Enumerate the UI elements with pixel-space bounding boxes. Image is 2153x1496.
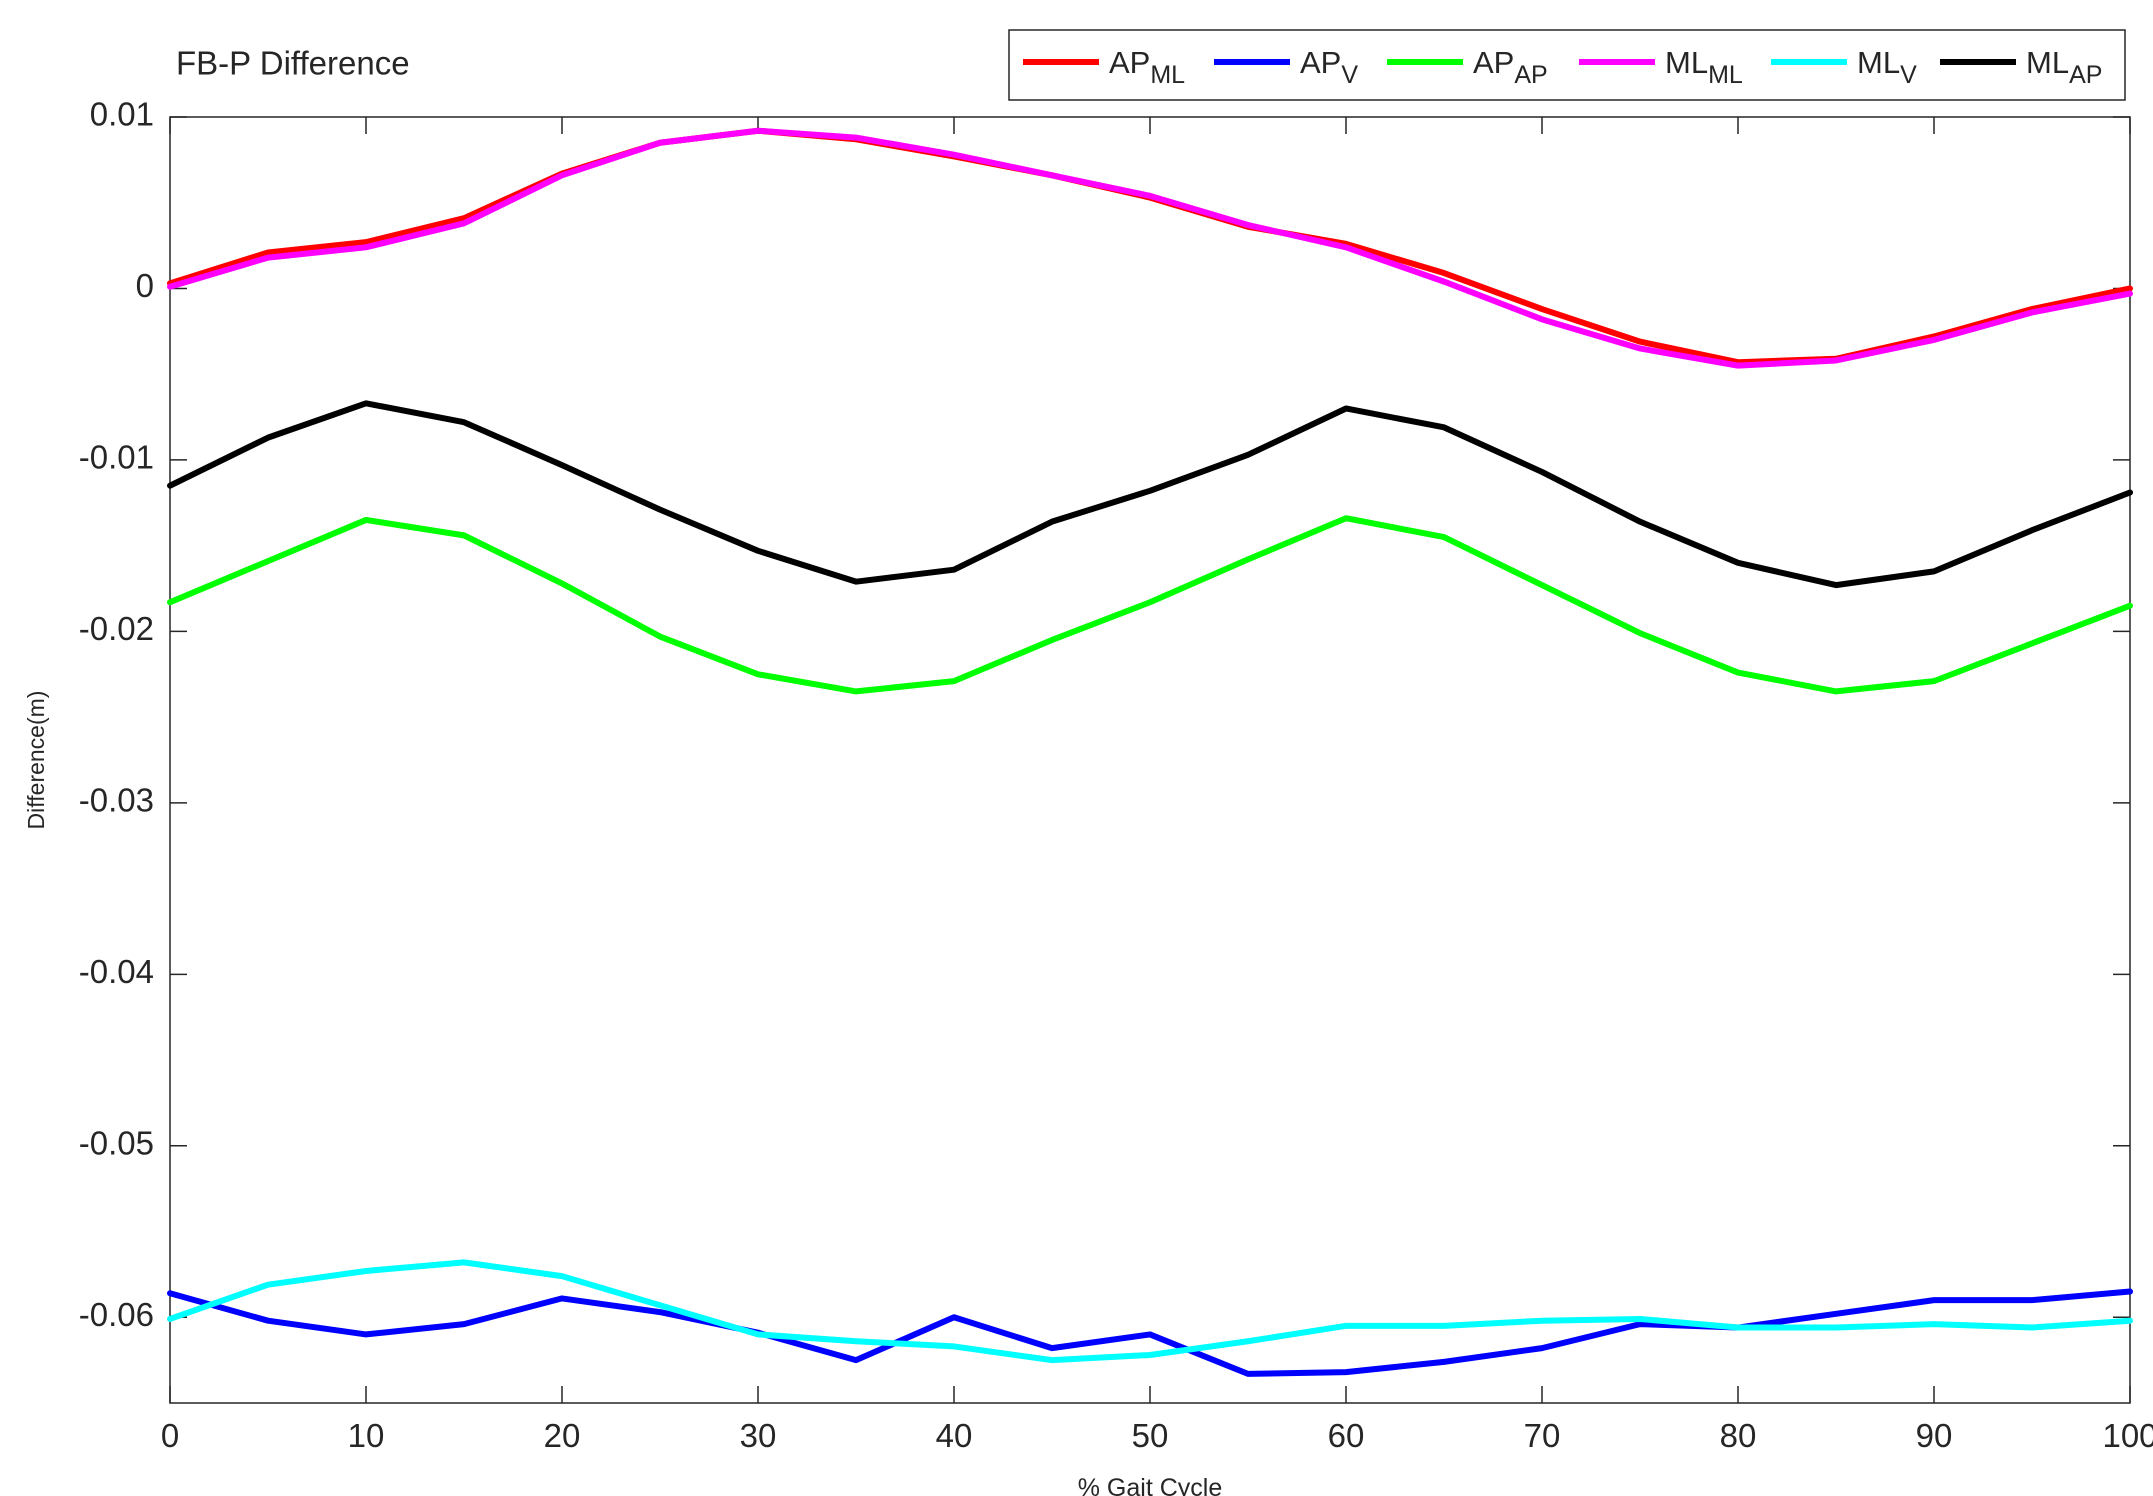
legend-subscript: V [1341,61,1358,89]
x-tick-label: 80 [1720,1417,1757,1454]
y-tick-label: -0.05 [79,1125,154,1162]
legend-label: APAP [1473,45,1548,89]
x-tick-label: 60 [1328,1417,1365,1454]
x-tick-label: 100 [2102,1417,2153,1454]
legend-subscript: AP [2069,61,2102,89]
legend-name: ML [1665,45,1708,80]
legend-subscript: AP [1514,61,1547,89]
series-line [167,515,2133,695]
y-axis-label: Difference(m) [23,691,49,830]
y-tick-label: -0.03 [79,782,154,819]
legend-label: APML [1109,45,1185,89]
series-line [167,400,2133,589]
x-tick-label: 40 [936,1417,973,1454]
legend-name: AP [1300,45,1341,80]
x-tick-label: 20 [544,1417,581,1454]
x-tick-label: 30 [740,1417,777,1454]
legend-subscript: V [1900,61,1917,89]
x-tick-label: 50 [1132,1417,1169,1454]
x-tick-label: 90 [1916,1417,1953,1454]
legend-label: APV [1300,45,1358,89]
series-line [167,1288,2133,1377]
legend-label: MLML [1665,45,1743,89]
x-tick-label: 10 [348,1417,385,1454]
legend-name: ML [1857,45,1900,80]
series-line [167,127,2133,366]
x-tick-label: 0 [161,1417,179,1454]
legend-label: MLV [1857,45,1917,89]
legend-subscript: ML [1150,61,1185,89]
y-tick-label: -0.01 [79,439,154,476]
y-tick-label: 0.01 [90,96,154,133]
x-axis-label: % Gait Cycle [1078,1474,1222,1496]
legend-subscript: ML [1708,61,1743,89]
y-tick-label: 0 [136,267,154,304]
plot-frame [169,116,2131,1404]
legend-name: ML [2026,45,2069,80]
legend-box [1008,29,2126,101]
y-tick-label: -0.06 [79,1296,154,1333]
x-tick-label: 70 [1524,1417,1561,1454]
legend-label: MLAP [2026,45,2102,89]
series-line [167,127,2133,369]
y-tick-label: -0.02 [79,610,154,647]
chart-title: FB-P Difference [176,45,410,82]
legend-name: AP [1473,45,1514,80]
legend: APML APV APAP MLML MLV MLAP [1008,29,2126,101]
legend-name: AP [1109,45,1150,80]
series-line [167,1259,2133,1364]
y-tick-label: -0.04 [79,953,154,990]
